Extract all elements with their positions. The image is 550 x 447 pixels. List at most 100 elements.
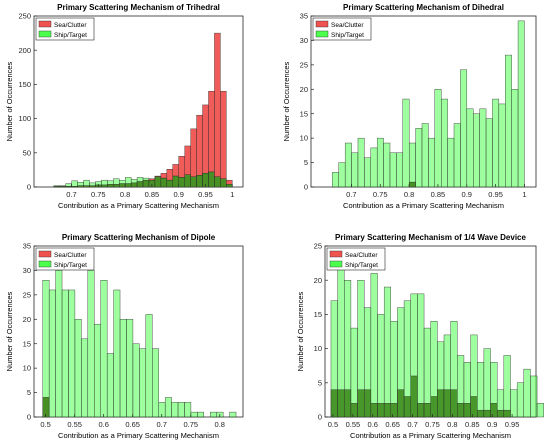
bar-ship-target: [466, 108, 474, 188]
bars: [42, 270, 237, 418]
legend-swatch-ship: [329, 260, 343, 268]
bar-ship-target: [370, 273, 378, 418]
bar-ship-target: [42, 280, 50, 418]
x-tick-label: 0.65: [125, 420, 140, 429]
legend-label-sea: Sea/Clutter: [54, 22, 87, 29]
chart-title: Primary Scattering Mechanism of Dipole: [62, 233, 216, 242]
bar-ship-target: [48, 289, 56, 418]
x-tick-label: 0.8: [404, 190, 414, 199]
bar-overlap: [423, 403, 431, 418]
bar-ship-target: [338, 162, 346, 188]
bar-ship-target: [94, 323, 101, 418]
y-tick-label: 30: [23, 266, 31, 275]
bar-overlap: [397, 389, 405, 418]
y-tick-label: 10: [314, 344, 322, 353]
legend-swatch-ship: [315, 30, 329, 38]
bars: [332, 20, 525, 188]
bar-overlap: [184, 174, 191, 188]
y-tick-label: 250: [18, 12, 31, 21]
bar-overlap: [408, 181, 416, 188]
y-tick-label: 10: [300, 134, 308, 143]
chart-3: 0.5 0.55 0.6 0.65 0.7 0.75 0.8 0 5 10 15 20 25 30 35 Pr…: [5, 233, 244, 440]
x-tick-label: 0.7: [157, 420, 167, 429]
y-tick-label: 30: [300, 36, 308, 45]
bar-ship-target: [417, 293, 425, 418]
bar-overlap: [357, 389, 365, 418]
bar-overlap: [417, 403, 425, 418]
x-tick-label: 0.95: [198, 190, 213, 199]
bar-ship-target: [106, 353, 114, 418]
y-tick-label: 25: [300, 60, 308, 69]
legend: Sea/Clutter Ship/Target: [312, 17, 372, 41]
bars: [330, 259, 544, 418]
legend-swatch-sea: [38, 20, 52, 28]
y-tick-label: 0: [318, 413, 322, 422]
y-axis-label: Number of Occurrences: [5, 291, 14, 371]
y-tick-label: 100: [18, 114, 31, 123]
y-tick-label: 5: [27, 388, 31, 397]
y-tick-label: 25: [314, 242, 322, 251]
bar-ship-target: [477, 362, 485, 418]
legend-swatch-ship: [38, 30, 52, 38]
bar-overlap: [220, 178, 227, 188]
bar-ship-target: [523, 368, 531, 418]
bar-overlap: [89, 185, 96, 188]
bar-overlap: [437, 389, 445, 418]
bar-ship-target: [447, 137, 455, 188]
bar-overlap: [77, 185, 84, 188]
bar-ship-target: [517, 20, 525, 188]
y-tick-label: 15: [300, 109, 308, 118]
bar-ship-target: [460, 69, 468, 188]
bar-ship-target: [530, 375, 538, 418]
chart-title: Primary Scattering Mechanism of 1/4 Wave…: [335, 233, 526, 242]
x-tick-label: 0.6: [368, 420, 378, 429]
bar-ship-target: [71, 180, 78, 188]
y-tick-label: 20: [314, 276, 322, 285]
bar-ship-target: [505, 54, 512, 188]
chart-title: Primary Scattering Mechanism of Trihedra…: [57, 3, 220, 12]
bar-ship-target: [390, 321, 398, 418]
bar-overlap: [337, 389, 345, 418]
bar-ship-target: [389, 152, 397, 188]
x-tick-label: 0.75: [373, 190, 388, 199]
bar-ship-target: [383, 142, 391, 188]
x-tick-label: 0.55: [67, 420, 82, 429]
x-tick-label: 0.8: [120, 190, 130, 199]
bar-overlap: [496, 409, 505, 418]
bar-ship-target: [357, 137, 365, 188]
legend-label-ship: Ship/Target: [331, 32, 364, 39]
bar-overlap: [377, 403, 385, 418]
legend-swatch-sea: [315, 20, 329, 28]
x-tick-label: 0.75: [425, 420, 440, 429]
x-tick-label: 0.5: [328, 420, 338, 429]
bar-overlap: [130, 182, 138, 188]
bar-ship-target: [483, 348, 491, 418]
bar-ship-target: [473, 113, 480, 188]
x-tick-label: 0.6: [98, 420, 108, 429]
legend-label-sea: Sea/Clutter: [331, 22, 364, 29]
bar-ship-target: [396, 152, 403, 188]
bar-overlap: [350, 403, 358, 418]
legend-swatch-sea: [329, 250, 343, 258]
bar-ship-target: [536, 403, 544, 418]
y-tick-label: 50: [23, 148, 31, 157]
bar-ship-target: [441, 98, 448, 188]
bar-overlap: [477, 409, 485, 418]
bar-overlap: [330, 389, 338, 418]
legend-label-sea: Sea/Clutter: [345, 252, 378, 259]
bar-ship-target: [351, 152, 359, 188]
x-axis-label: Contribution as a Primary Scattering Mec…: [343, 201, 504, 210]
x-tick-label: 0.85: [465, 420, 480, 429]
bar-overlap: [83, 185, 90, 188]
bar-overlap: [65, 186, 72, 188]
bar-overlap: [166, 179, 173, 188]
bar-ship-target: [344, 142, 352, 188]
x-tick-label: 0.7: [346, 190, 356, 199]
bar-sea-clutter: [220, 91, 227, 188]
bar-overlap: [208, 171, 215, 188]
bar-overlap: [107, 184, 114, 188]
x-tick-label: 0.65: [385, 420, 400, 429]
x-tick-label: 0.8: [215, 420, 225, 429]
bar-ship-target: [503, 355, 511, 418]
bar-ship-target: [408, 142, 416, 188]
